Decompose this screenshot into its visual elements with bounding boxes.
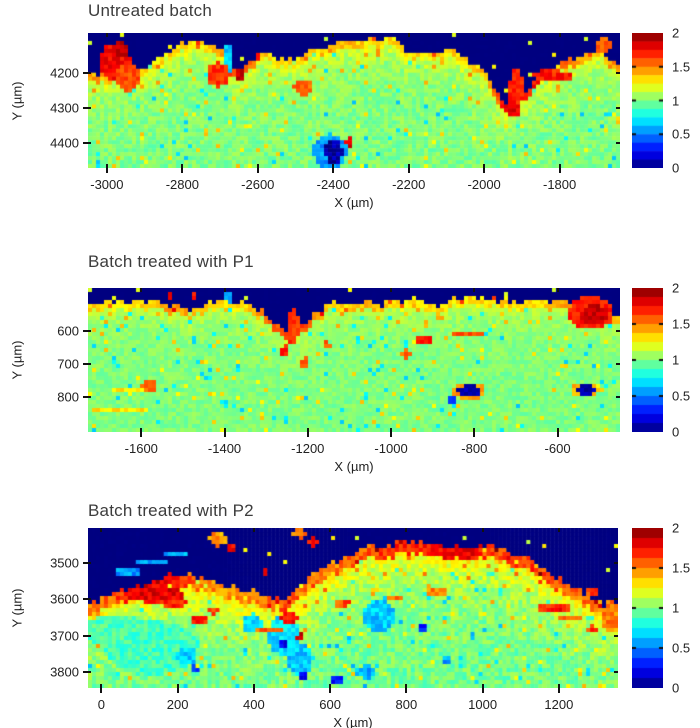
y-tick-label: 3600 (50, 591, 79, 607)
colorbar-tick-label: 1 (672, 352, 680, 368)
x-tick-label: 0 (97, 697, 105, 712)
colorbar-tick-label: 0 (672, 680, 680, 696)
x-tick-label: -3000 (90, 177, 124, 192)
panel-untreated-colorbar (632, 33, 663, 168)
y-tick-label: 4400 (50, 135, 79, 151)
x-tick-label: -800 (461, 441, 488, 456)
panel-treated-p2-title: Batch treated with P2 (88, 501, 254, 520)
colorbar-tick-label: 2 (672, 280, 680, 296)
x-tick-label: 1000 (468, 697, 498, 712)
x-tick-label: -2400 (316, 177, 350, 192)
x-tick-label: -2200 (392, 177, 426, 192)
panel-treated-p1-heatmap (88, 288, 620, 432)
panel-untreated-title: Untreated batch (88, 1, 212, 20)
panel-untreated-y-axis-label: Y (µm) (9, 80, 25, 121)
x-tick-label: 1200 (544, 697, 574, 712)
colorbar-tick-label: 1 (672, 93, 680, 108)
panel-treated-p1-y-axis-label: Y (µm) (9, 340, 25, 380)
colorbar-tick-label: 0 (672, 424, 680, 440)
x-tick-label: -1800 (543, 177, 577, 192)
colorbar-tick-label: 0.5 (672, 126, 691, 142)
colorbar-tick-label: 2 (672, 25, 680, 41)
x-tick-label: 600 (319, 697, 341, 712)
colorbar-tick-label: 0.5 (672, 640, 691, 656)
x-tick-label: -1200 (291, 441, 325, 456)
x-tick-label: -1400 (207, 441, 242, 456)
y-tick-label: 3500 (50, 555, 79, 571)
y-tick-label: 700 (57, 356, 79, 372)
x-tick-label: -2800 (165, 177, 199, 192)
colorbar-tick-label: 2 (672, 520, 680, 536)
y-tick-label: 3700 (50, 628, 79, 643)
colorbar-tick-label: 1 (672, 600, 680, 616)
panel-treated-p2-heatmap (88, 528, 618, 688)
y-tick-label: 4300 (50, 100, 79, 116)
x-tick-label: -2600 (241, 177, 275, 192)
colorbar-tick-label: 0.5 (672, 388, 691, 404)
panel-treated-p2-x-axis-label: X (µm) (333, 715, 373, 728)
panel-treated-p1-x-axis-label: X (µm) (334, 459, 374, 474)
panel-untreated-heatmap (88, 33, 620, 168)
x-tick-label: -1600 (124, 441, 158, 456)
x-tick-label: -600 (544, 441, 571, 456)
x-tick-label: 800 (395, 697, 418, 712)
x-tick-label: 200 (166, 697, 189, 712)
colorbar-tick-label: 1.5 (672, 560, 691, 576)
panel-treated-p2-colorbar (632, 528, 663, 688)
panel-treated-p1-colorbar (632, 288, 663, 432)
y-tick-label: 800 (57, 389, 79, 405)
x-tick-label: 400 (243, 697, 265, 712)
colorbar-tick-label: 0 (672, 160, 680, 176)
y-tick-label: 3800 (50, 664, 79, 680)
panel-treated-p1-title: Batch treated with P1 (88, 252, 254, 271)
colorbar-tick-label: 1.5 (672, 59, 691, 75)
colorbar-tick-label: 1.5 (672, 316, 691, 332)
x-tick-label: -2000 (467, 177, 501, 192)
panel-treated-p2-y-axis-label: Y (µm) (9, 588, 25, 628)
x-tick-label: -1000 (374, 441, 408, 456)
y-tick-label: 4200 (50, 65, 79, 81)
y-tick-label: 600 (57, 323, 79, 339)
panel-untreated-x-axis-label: X (µm) (334, 195, 374, 210)
